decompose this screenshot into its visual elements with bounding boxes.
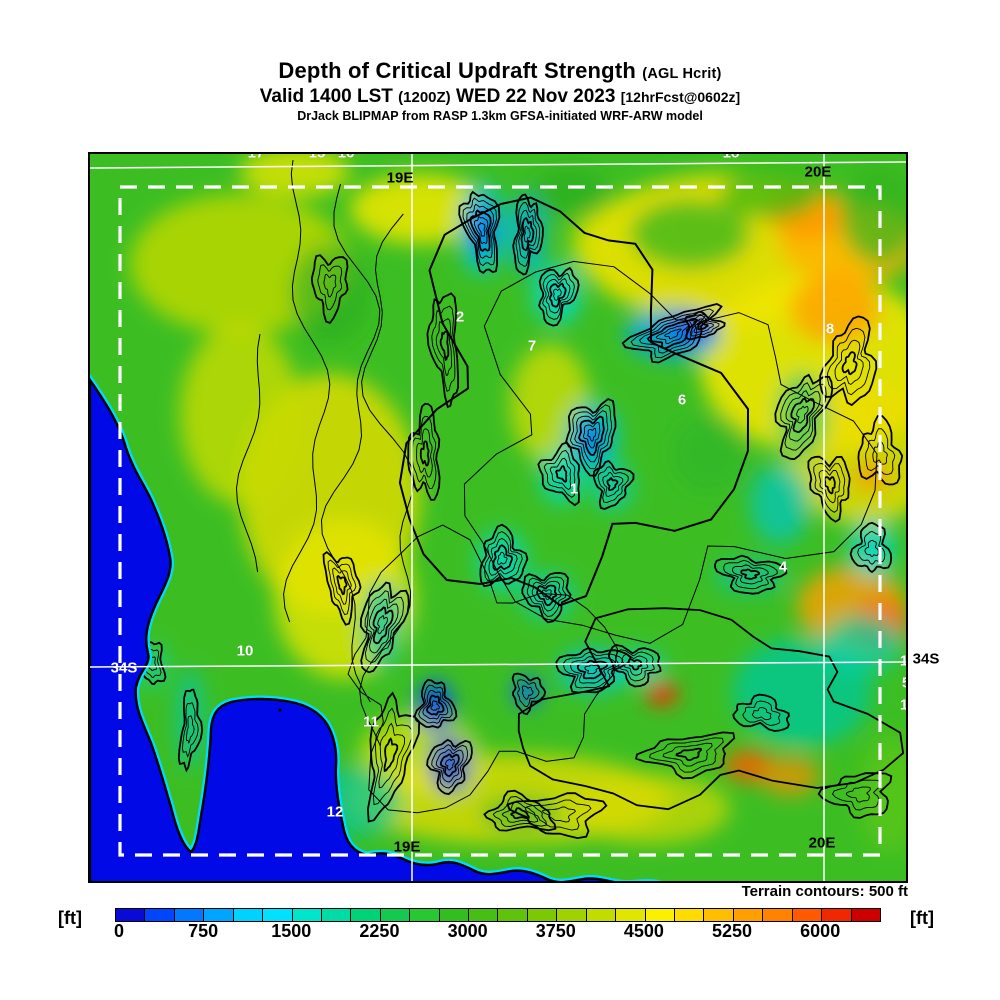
colorbar-segment xyxy=(674,909,704,921)
colorbar-segment xyxy=(320,909,351,921)
graticule-label: 20E xyxy=(804,163,832,181)
title-note: (AGL Hcrit) xyxy=(642,66,722,82)
colorbar-segment xyxy=(497,909,527,921)
site-label: 1 xyxy=(899,696,908,714)
graticule-label: 20E xyxy=(808,834,836,852)
colorbar-segment xyxy=(291,909,321,921)
colorbar-segment xyxy=(438,909,469,921)
model-line: DrJack BLIPMAP from RASP 1.3km GFSA-init… xyxy=(297,109,703,123)
colorbar-tick-label: 4500 xyxy=(623,921,664,941)
colorbar-tick-label: 0 xyxy=(113,921,125,941)
site-label: 6 xyxy=(677,391,687,409)
site-label: 18 xyxy=(722,152,740,162)
site-label: 8 xyxy=(825,320,835,338)
site-label: 12 xyxy=(326,803,344,821)
valid-prefix: Valid 1400 LST xyxy=(259,86,393,107)
colorbar-segment xyxy=(850,909,880,921)
colorbar-segment xyxy=(379,909,410,921)
terrain-contours-note: Terrain contours: 500 ft xyxy=(741,883,908,900)
colorbar-segment xyxy=(556,909,586,921)
valid-fcst: [12hrFcst@0602z] xyxy=(620,89,741,105)
colorbar-segment xyxy=(821,909,851,921)
colorbar-segment xyxy=(732,909,763,921)
site-label: 10 xyxy=(236,642,254,660)
colorbar-segment xyxy=(644,909,675,921)
colorbar-segment xyxy=(350,909,380,921)
site-label: 17 xyxy=(247,152,265,162)
header: Depth of Critical Updraft Strength (AGL … xyxy=(0,58,1000,123)
graticule-label: 34S xyxy=(110,659,138,677)
colorbar-segment xyxy=(409,909,439,921)
graticule-label: 19E xyxy=(393,838,421,856)
colorbar-segment xyxy=(144,909,174,921)
colorbar-tick-label: 1500 xyxy=(271,921,312,941)
valid-time-line: Valid 1400 LST (1200Z) WED 22 Nov 2023 [… xyxy=(0,86,1000,108)
colorbar-tick-label: 750 xyxy=(188,921,219,941)
graticule-label: 19E xyxy=(386,169,414,187)
page-title: Depth of Critical Updraft Strength (AGL … xyxy=(0,58,1000,84)
site-label: 11 xyxy=(363,713,379,731)
colorbar-segment xyxy=(703,909,733,921)
colorbar-segment xyxy=(468,909,498,921)
colorbar-tick-label: 2250 xyxy=(359,921,400,941)
map-canvas xyxy=(90,154,906,881)
colorbar-segment xyxy=(203,909,233,921)
site-label: 2 xyxy=(455,308,465,326)
colorbar-segment xyxy=(116,909,145,921)
site-label: 1 xyxy=(569,480,579,498)
colorbar-segment xyxy=(526,909,557,921)
colorbar-segment xyxy=(173,909,204,921)
valid-zulu: (1200Z) xyxy=(398,89,451,106)
site-label: 4 xyxy=(778,558,788,576)
colorbar-segment xyxy=(232,909,263,921)
site-label: 1 xyxy=(899,652,908,670)
colorbar-segment xyxy=(791,909,822,921)
colorbar xyxy=(115,908,881,922)
colorbar-segment xyxy=(615,909,645,921)
site-label: 16 xyxy=(337,152,355,162)
latitude-label: 34S xyxy=(912,650,940,668)
site-label: 7 xyxy=(527,337,537,355)
colorbar-unit-left: [ft] xyxy=(58,908,82,928)
site-label: 5 xyxy=(902,675,906,692)
site-label: 15 xyxy=(308,152,326,162)
valid-date: WED 22 Nov 2023 xyxy=(455,86,616,107)
forecast-map: 1715161827681410111215119E20E19E20E34S xyxy=(88,152,908,883)
colorbar-tick-label: 3000 xyxy=(447,921,488,941)
colorbar-tick-label: 6000 xyxy=(800,921,841,941)
colorbar-segment xyxy=(262,909,292,921)
colorbar-tick-label: 5250 xyxy=(712,921,753,941)
colorbar-segment xyxy=(762,909,792,921)
colorbar-tick-label: 3750 xyxy=(535,921,576,941)
colorbar-unit-right: [ft] xyxy=(910,908,934,928)
colorbar-segment xyxy=(585,909,616,921)
title-text: Depth of Critical Updraft Strength xyxy=(278,58,636,83)
